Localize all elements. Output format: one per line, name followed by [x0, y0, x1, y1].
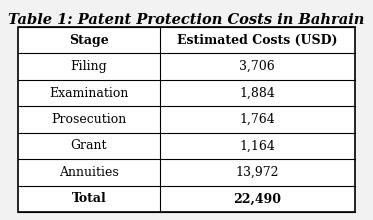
- Text: Estimated Costs (USD): Estimated Costs (USD): [177, 34, 338, 47]
- Text: Annuities: Annuities: [59, 166, 119, 179]
- Text: 3,706: 3,706: [239, 60, 275, 73]
- Text: 22,490: 22,490: [233, 192, 281, 205]
- Text: Stage: Stage: [69, 34, 109, 47]
- Text: Table 1: Patent Protection Costs in Bahrain: Table 1: Patent Protection Costs in Bahr…: [8, 13, 364, 27]
- Text: Examination: Examination: [49, 87, 128, 100]
- Text: Total: Total: [71, 192, 106, 205]
- Text: Prosecution: Prosecution: [51, 113, 126, 126]
- Text: Filing: Filing: [70, 60, 107, 73]
- Bar: [18, 27, 355, 212]
- Text: 1,164: 1,164: [239, 139, 275, 152]
- Text: 1,764: 1,764: [239, 113, 275, 126]
- Text: 13,972: 13,972: [235, 166, 279, 179]
- Bar: [18, 27, 355, 212]
- Text: Grant: Grant: [70, 139, 107, 152]
- Text: 1,884: 1,884: [239, 87, 275, 100]
